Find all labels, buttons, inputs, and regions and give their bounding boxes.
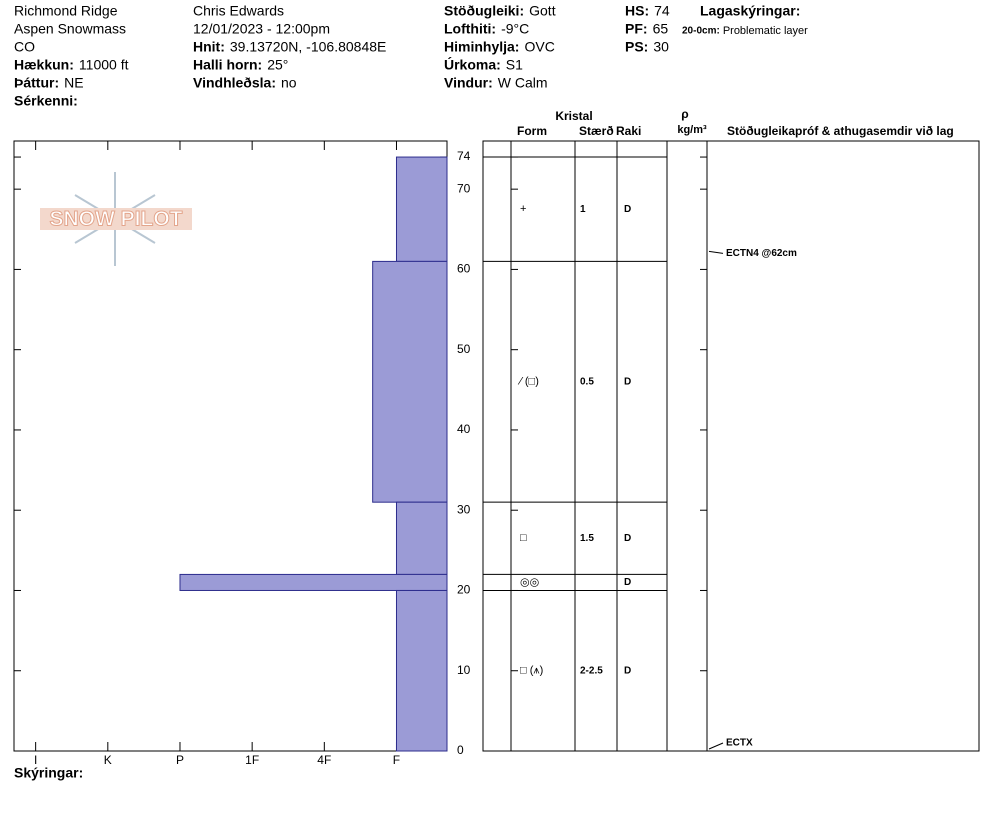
grain-form: ⁄ (□) <box>517 376 539 388</box>
header-label: Vindhleðsla: <box>193 75 276 91</box>
footer: Skýringar: <box>14 765 83 781</box>
test-arrow <box>708 250 724 254</box>
header-label: Þáttur: <box>14 75 59 91</box>
header-value: W Calm <box>498 75 548 91</box>
header-text: Aspen Snowmass <box>14 21 126 37</box>
hardness-bar <box>395 501 448 575</box>
hardness-bar <box>179 573 448 591</box>
x-tick-label: I <box>34 753 37 767</box>
header-label: HS: <box>625 3 649 19</box>
hardness-bar <box>395 156 448 262</box>
table-header: Stöðugleikapróf & athugasemdir við lag <box>727 124 954 138</box>
table-columns <box>510 141 708 751</box>
y-tick-label: 70 <box>457 181 471 195</box>
header-value: NE <box>64 75 83 91</box>
header-label: Lofthiti: <box>444 21 496 37</box>
hardness-bar <box>372 260 448 503</box>
header-text: Chris Edwards <box>193 3 284 19</box>
header-value: 65 <box>653 21 669 37</box>
x-tick-label: K <box>104 753 112 767</box>
header-label: Halli horn: <box>193 57 262 73</box>
header-value: OVC <box>524 39 554 55</box>
y-tick-label: 20 <box>457 583 471 597</box>
header-label: Hækkun: <box>14 57 74 73</box>
moisture: D <box>624 533 631 544</box>
moisture: D <box>624 665 631 676</box>
header-value: S1 <box>506 57 523 73</box>
header-text: Richmond Ridge <box>14 3 118 19</box>
hardness-bar <box>395 589 448 752</box>
header-value: 30 <box>653 39 669 55</box>
table-header: ρ <box>681 107 688 121</box>
moisture: D <box>624 376 631 387</box>
y-tick-label: 0 <box>457 743 464 757</box>
table-frame <box>482 140 980 752</box>
header-label: Stöðugleiki: <box>444 3 524 19</box>
test-label: ECTN4 @62cm <box>726 248 797 259</box>
moisture: D <box>624 204 631 215</box>
grain-form: □ (⩚) <box>520 665 543 677</box>
header-label: Sérkenni: <box>14 93 78 109</box>
header-label: PS: <box>625 39 648 55</box>
x-tick-label: P <box>176 753 184 767</box>
table-header: Raki <box>616 124 641 138</box>
table-header: Stærð <box>579 124 614 138</box>
header-value: 74 <box>654 3 670 19</box>
header-label: Vindur: <box>444 75 493 91</box>
grain-form: ◎◎ <box>520 576 539 588</box>
grain-form: □ <box>520 532 527 544</box>
legend-value: Problematic layer <box>723 25 808 37</box>
y-tick-label: 10 <box>457 663 471 677</box>
header-value: 25° <box>267 57 288 73</box>
x-tick-label: F <box>393 753 400 767</box>
header-label: PF: <box>625 21 648 37</box>
y-tick-label: 40 <box>457 422 471 436</box>
legend-title: Lagaskýringar: <box>700 3 800 19</box>
moisture: D <box>624 577 631 588</box>
header-value: -9°C <box>501 21 529 37</box>
table-header: kg/m³ <box>677 124 707 136</box>
x-tick-label: 4F <box>317 753 331 767</box>
grain-size: 0.5 <box>580 376 594 387</box>
x-tick-label: 1F <box>245 753 259 767</box>
test-label: ECTX <box>726 738 753 749</box>
y-tick-label: 50 <box>457 342 471 356</box>
header-text: CO <box>14 39 35 55</box>
test-arrow <box>708 742 724 750</box>
grain-size: 1.5 <box>580 533 594 544</box>
logo <box>40 172 192 266</box>
header-value: Gott <box>529 3 556 19</box>
header-label: Himinhylja: <box>444 39 519 55</box>
header-label: Hnit: <box>193 39 225 55</box>
header-value: no <box>281 75 297 91</box>
grain-size: 1 <box>580 204 586 215</box>
legend-label: 20-0cm: <box>682 26 720 37</box>
y-tick-label: 30 <box>457 502 471 516</box>
header-value: 39.13720N, -106.80848E <box>230 39 386 55</box>
y-tick-label: 74 <box>457 149 471 163</box>
y-tick-label: 60 <box>457 262 471 276</box>
grain-form: + <box>520 203 526 215</box>
logo-text: SNOW PILOT <box>50 208 183 231</box>
header-value: 11000 ft <box>79 57 129 73</box>
table-header: Kristal <box>555 109 592 123</box>
grain-size: 2-2.5 <box>580 665 603 676</box>
table-header: Form <box>517 124 547 138</box>
header-label: Úrkoma: <box>444 56 501 73</box>
header-text: 12/01/2023 - 12:00pm <box>193 21 330 37</box>
